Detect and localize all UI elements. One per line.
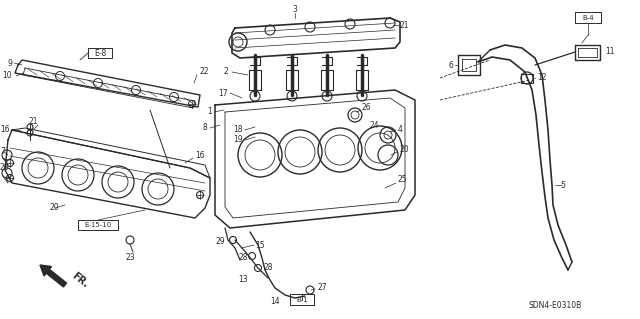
- Text: 15: 15: [255, 241, 264, 249]
- FancyArrow shape: [40, 265, 67, 287]
- Text: 13: 13: [238, 276, 248, 285]
- Text: 20: 20: [50, 204, 60, 212]
- Text: 23: 23: [125, 254, 135, 263]
- Text: B-4: B-4: [582, 14, 594, 20]
- Text: 28: 28: [263, 263, 273, 272]
- Text: 1: 1: [207, 108, 212, 116]
- Text: 9: 9: [7, 58, 12, 68]
- Text: 18: 18: [234, 125, 243, 135]
- Text: 22: 22: [200, 68, 209, 77]
- Text: 29: 29: [216, 236, 225, 246]
- Bar: [78, 220, 118, 230]
- Text: E-8: E-8: [94, 48, 106, 57]
- Text: 27: 27: [318, 284, 328, 293]
- Text: 28: 28: [239, 254, 248, 263]
- Text: 21: 21: [29, 117, 38, 127]
- Text: 20: 20: [0, 164, 10, 173]
- Text: 4: 4: [398, 125, 403, 135]
- Text: 14: 14: [270, 298, 280, 307]
- Text: 16: 16: [0, 125, 10, 135]
- Text: 20: 20: [400, 145, 410, 154]
- Text: 2: 2: [223, 68, 228, 77]
- Text: E-15-10: E-15-10: [84, 222, 111, 228]
- Text: 17: 17: [218, 88, 228, 98]
- Text: 21: 21: [400, 20, 410, 29]
- Text: B-1: B-1: [296, 296, 308, 302]
- Text: SDN4-E0310B: SDN4-E0310B: [529, 300, 582, 309]
- Text: 11: 11: [605, 48, 614, 56]
- Text: 7: 7: [0, 147, 5, 157]
- Text: 24: 24: [370, 121, 380, 130]
- Text: 10: 10: [3, 71, 12, 80]
- Text: 6: 6: [448, 61, 453, 70]
- Text: 12: 12: [537, 73, 547, 83]
- Text: 25: 25: [398, 175, 408, 184]
- Text: FR.: FR.: [70, 271, 90, 289]
- Text: 19: 19: [234, 136, 243, 145]
- Text: 8: 8: [202, 123, 207, 132]
- Text: 5: 5: [560, 181, 565, 189]
- Text: 16: 16: [195, 151, 205, 160]
- Bar: [88, 48, 112, 58]
- Bar: [575, 12, 601, 23]
- Text: 26: 26: [362, 103, 372, 113]
- Text: 3: 3: [292, 5, 298, 14]
- Bar: [290, 294, 314, 305]
